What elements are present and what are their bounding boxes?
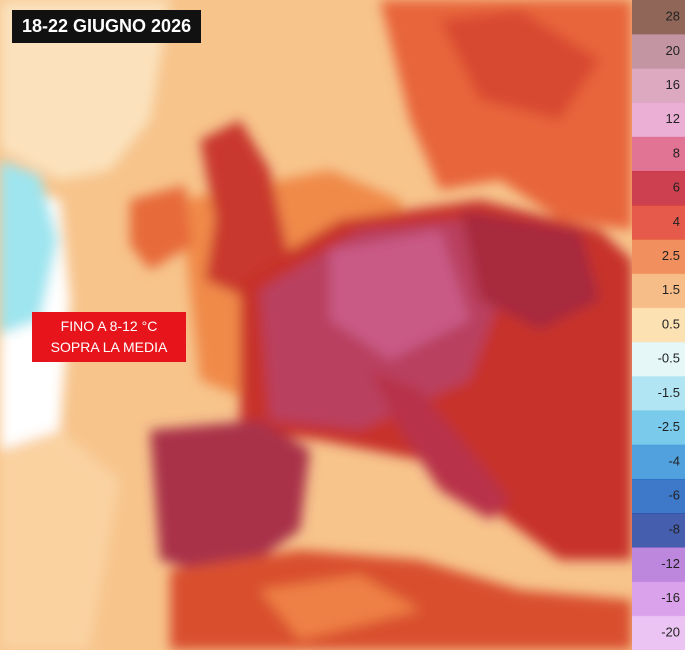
annotation-line: SOPRA LA MEDIA [50,339,168,355]
annotation: FINO A 8-12 °C SOPRA LA MEDIA [32,312,186,362]
map-title: 18-22 GIUGNO 2026 [12,10,202,43]
annotation-line: FINO A 8-12 °C [60,318,158,334]
